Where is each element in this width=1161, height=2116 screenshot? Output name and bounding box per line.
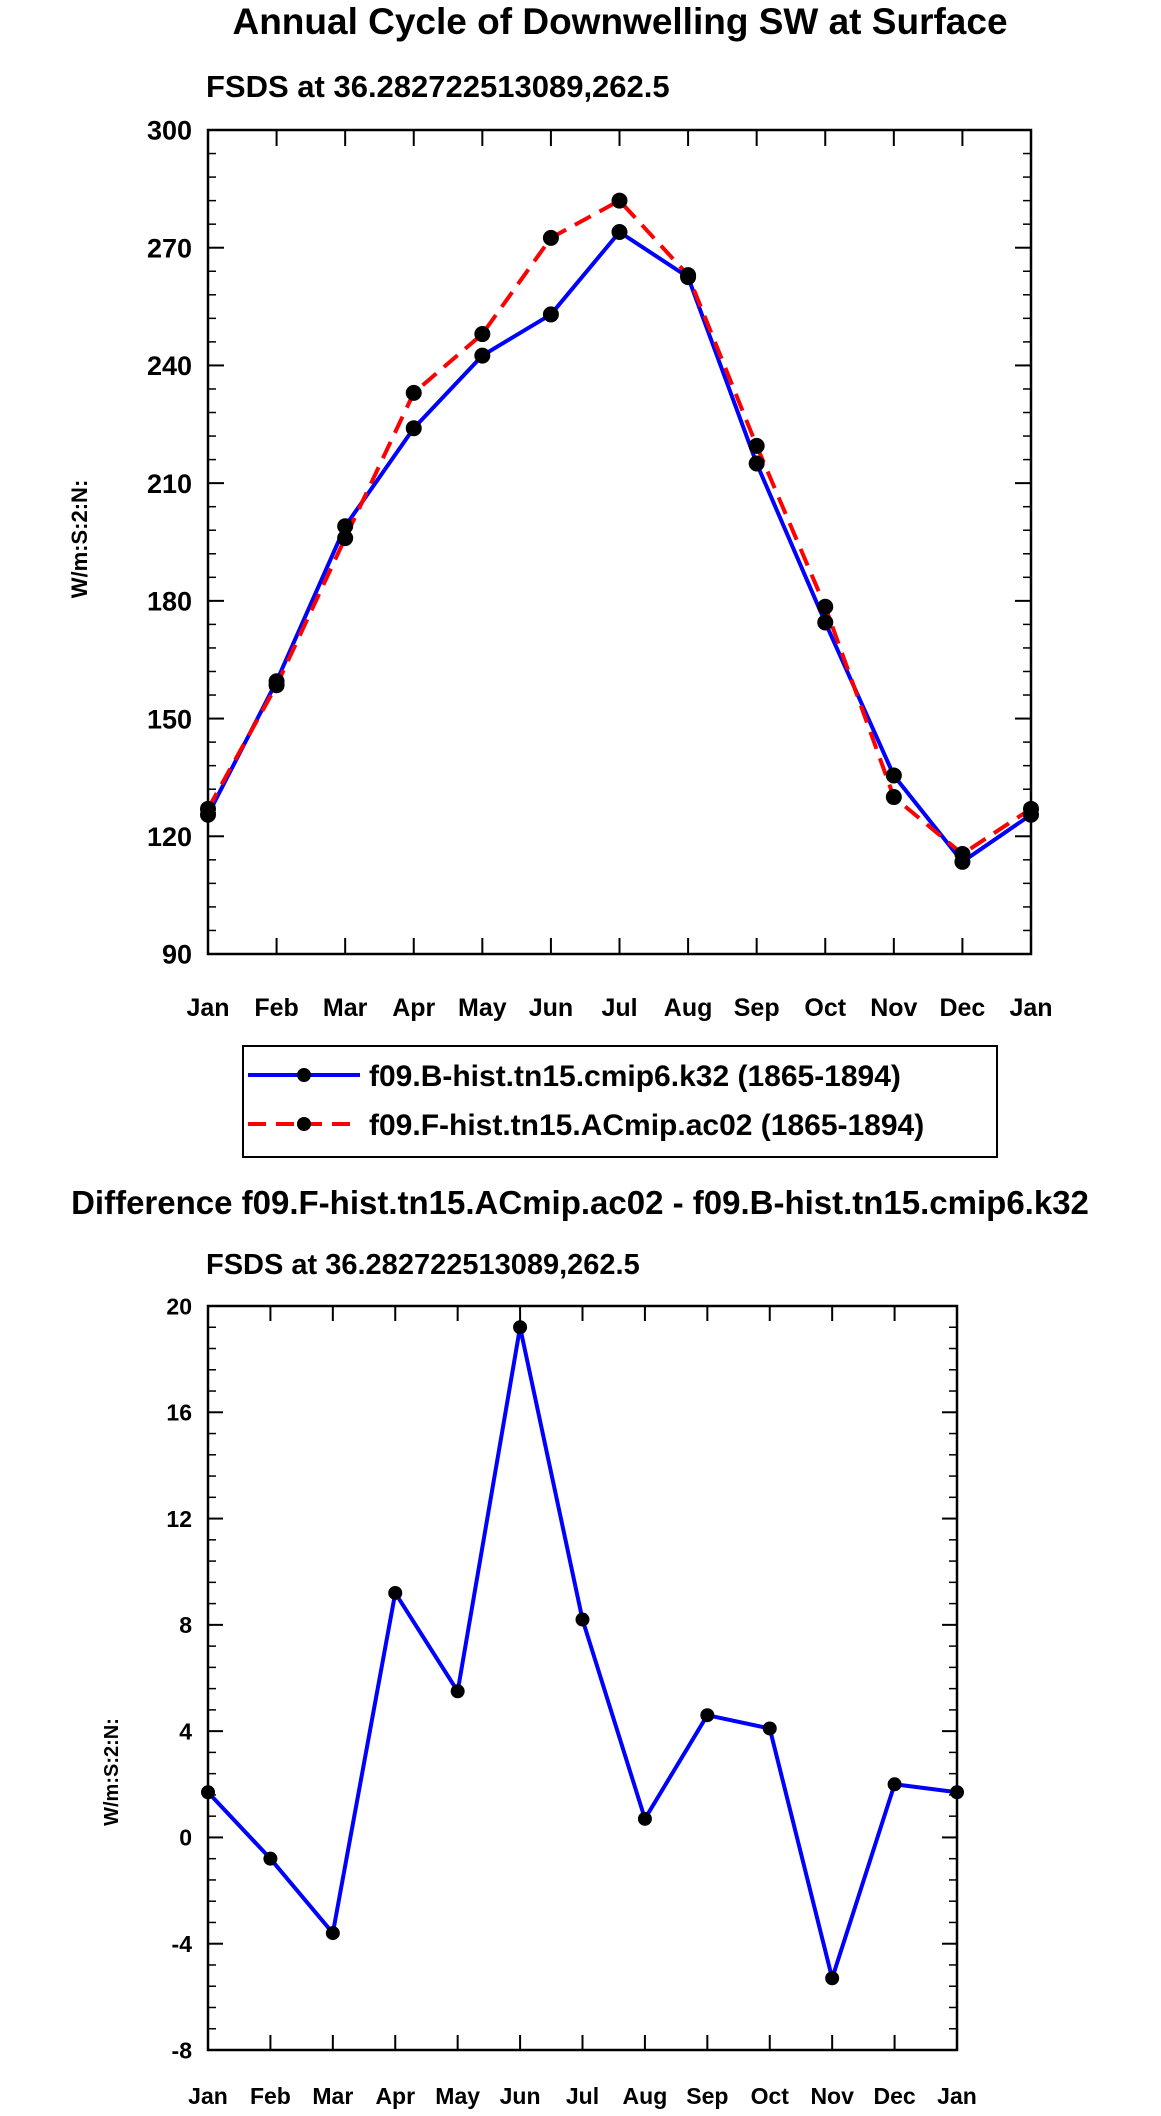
chart1-frame	[206, 128, 1033, 956]
chart1-ytick-label: 150	[147, 704, 192, 734]
chart1-series-2-point	[611, 192, 628, 209]
chart1-xtick-label: Apr	[392, 994, 435, 1022]
chart1-series-1-point	[405, 420, 422, 437]
chart2-plot-area: -8 -4 0 4 8 12 16 20 Jan Feb Mar Apr May Jun Jul Aug Sep…	[166, 1293, 976, 2109]
chart1-series-1-point	[542, 306, 559, 323]
chart2-ytick-label: 4	[179, 1718, 192, 1744]
chart1-xtick-label: Dec	[939, 994, 985, 1022]
chart2-series-1-point	[950, 1785, 964, 1800]
legend-label-series-1: f09.B-hist.tn15.cmip6.k32 (1865-1894)	[369, 1060, 901, 1093]
chart2-series-1-point	[201, 1785, 215, 1800]
chart1-series-2-point	[748, 437, 765, 454]
chart1-series-2-point	[200, 800, 216, 817]
chart1-series-2-point	[680, 267, 697, 284]
chart1-xtick-label: Nov	[870, 994, 917, 1022]
chart1-series-1-point	[748, 455, 765, 472]
chart1-ytick-label: 300	[147, 116, 192, 146]
chart1-xtick-label: May	[458, 994, 507, 1022]
legend-marker-series-2	[297, 1117, 311, 1131]
legend-box	[242, 1045, 998, 1158]
chart2-series-1-point	[700, 1708, 715, 1723]
chart1-series-1-point	[611, 224, 628, 241]
chart2-xtick-label: Jan	[188, 2083, 228, 2109]
chart1-series-2-point	[474, 326, 491, 343]
chart1-xtick-label: Feb	[254, 994, 298, 1022]
chart2-series-1-point	[887, 1777, 902, 1792]
chart1-xtick-label: Jun	[529, 994, 573, 1022]
chart2-xtick-label: Aug	[623, 2083, 668, 2109]
chart1-ylabel: W/m:S:2:N:	[67, 480, 92, 599]
chart2-ytick-label: 8	[179, 1612, 192, 1638]
chart1-ytick-label: 90	[162, 940, 192, 970]
chart1-xtick-label: Mar	[323, 994, 368, 1022]
chart1-xtick-label: Aug	[664, 994, 713, 1022]
legend-marker-series-1	[297, 1068, 311, 1082]
chart2-ytick-label: -4	[172, 1931, 193, 1957]
chart2-series-1-point	[575, 1612, 590, 1627]
chart1-plot-area: 90 120 150 180 210 240 270 300 Jan Feb Mar Apr May Ju…	[147, 116, 1053, 1022]
chart1-legend: f09.B-hist.tn15.cmip6.k32 (1865-1894) f0…	[242, 1045, 998, 1158]
chart1-series-1-point	[337, 518, 354, 535]
chart2-series-1-line	[206, 1325, 958, 1981]
chart2-title: Difference f09.F-hist.tn15.ACmip.ac02 - …	[71, 1184, 1089, 1221]
chart1-xtick-label: Jul	[601, 994, 637, 1022]
chart1-series-2-point	[954, 845, 971, 862]
chart2-series-1-point	[825, 1971, 840, 1986]
chart2-xtick-label: Feb	[250, 2083, 291, 2109]
chart2-xtick-label: Dec	[873, 2083, 915, 2109]
chart1-series-2-point	[542, 229, 559, 246]
chart2-xtick-label: Oct	[751, 2083, 790, 2109]
chart2-series-1-point	[637, 1811, 652, 1826]
chart2-xtick-label: Jul	[566, 2083, 599, 2109]
chart2-series-1-point	[450, 1684, 465, 1699]
chart2-subtitle: FSDS at 36.282722513089,262.5	[206, 1249, 640, 1281]
chart2-xtick-label: Nov	[810, 2083, 854, 2109]
chart2-series-1-point	[513, 1320, 528, 1335]
chart1-subtitle: FSDS at 36.282722513089,262.5	[206, 69, 670, 104]
chart1-series-2-point	[268, 677, 285, 694]
chart2-series-1-point	[762, 1721, 777, 1736]
chart1-series-2-point	[337, 530, 354, 547]
chart2-xtick-label: Mar	[312, 2083, 353, 2109]
chart2-series-1-point	[263, 1851, 278, 1866]
chart1-series-1-line	[206, 230, 1033, 864]
legend-label-series-2: f09.F-hist.tn15.ACmip.ac02 (1865-1894)	[369, 1109, 924, 1142]
chart1-series-1-point	[885, 767, 902, 784]
chart-difference: Difference f09.F-hist.tn15.ACmip.ac02 - …	[71, 1184, 1089, 2109]
chart-annual-cycle: Annual Cycle of Downwelling SW at Surfac…	[67, 1, 1053, 1022]
chart1-xtick-label: Jan	[186, 994, 229, 1022]
chart1-xtick-label: Oct	[804, 994, 846, 1022]
chart1-series-2-point	[885, 789, 902, 806]
chart1-title: Annual Cycle of Downwelling SW at Surfac…	[232, 1, 1007, 42]
chart1-series-1-point	[474, 347, 491, 364]
chart2-xtick-label: May	[435, 2083, 480, 2109]
chart2-ytick-label: 16	[166, 1400, 192, 1426]
chart1-ytick-label: 270	[147, 233, 192, 263]
chart1-series-2-point	[1023, 800, 1039, 817]
chart2-series-1-point	[325, 1926, 340, 1941]
chart2-series-1-point	[388, 1585, 403, 1600]
chart1-ytick-label: 180	[147, 587, 192, 617]
chart1-xtick-label: Sep	[734, 994, 780, 1022]
chart1-ytick-label: 120	[147, 822, 192, 852]
chart2-ytick-label: 20	[166, 1293, 192, 1319]
chart2-xtick-label: Apr	[375, 2083, 415, 2109]
chart2-ytick-label: -8	[172, 2037, 193, 2063]
chart2-xtick-label: Jan	[937, 2083, 977, 2109]
chart2-ytick-label: 12	[166, 1506, 192, 1532]
chart1-series-2-point	[405, 384, 422, 401]
chart1-series-1-point	[817, 614, 834, 631]
chart1-xtick-label: Jan	[1009, 994, 1052, 1022]
chart2-xtick-label: Sep	[686, 2083, 728, 2109]
chart1-series-2-point	[817, 598, 834, 615]
chart2-ylabel: W/m:S:2:N:	[101, 1718, 123, 1826]
chart1-series-2-line	[206, 198, 1033, 856]
chart1-ytick-label: 210	[147, 469, 192, 499]
chart1-ytick-label: 240	[147, 351, 192, 381]
chart2-ytick-label: 0	[179, 1825, 192, 1851]
chart2-xtick-label: Jun	[500, 2083, 541, 2109]
